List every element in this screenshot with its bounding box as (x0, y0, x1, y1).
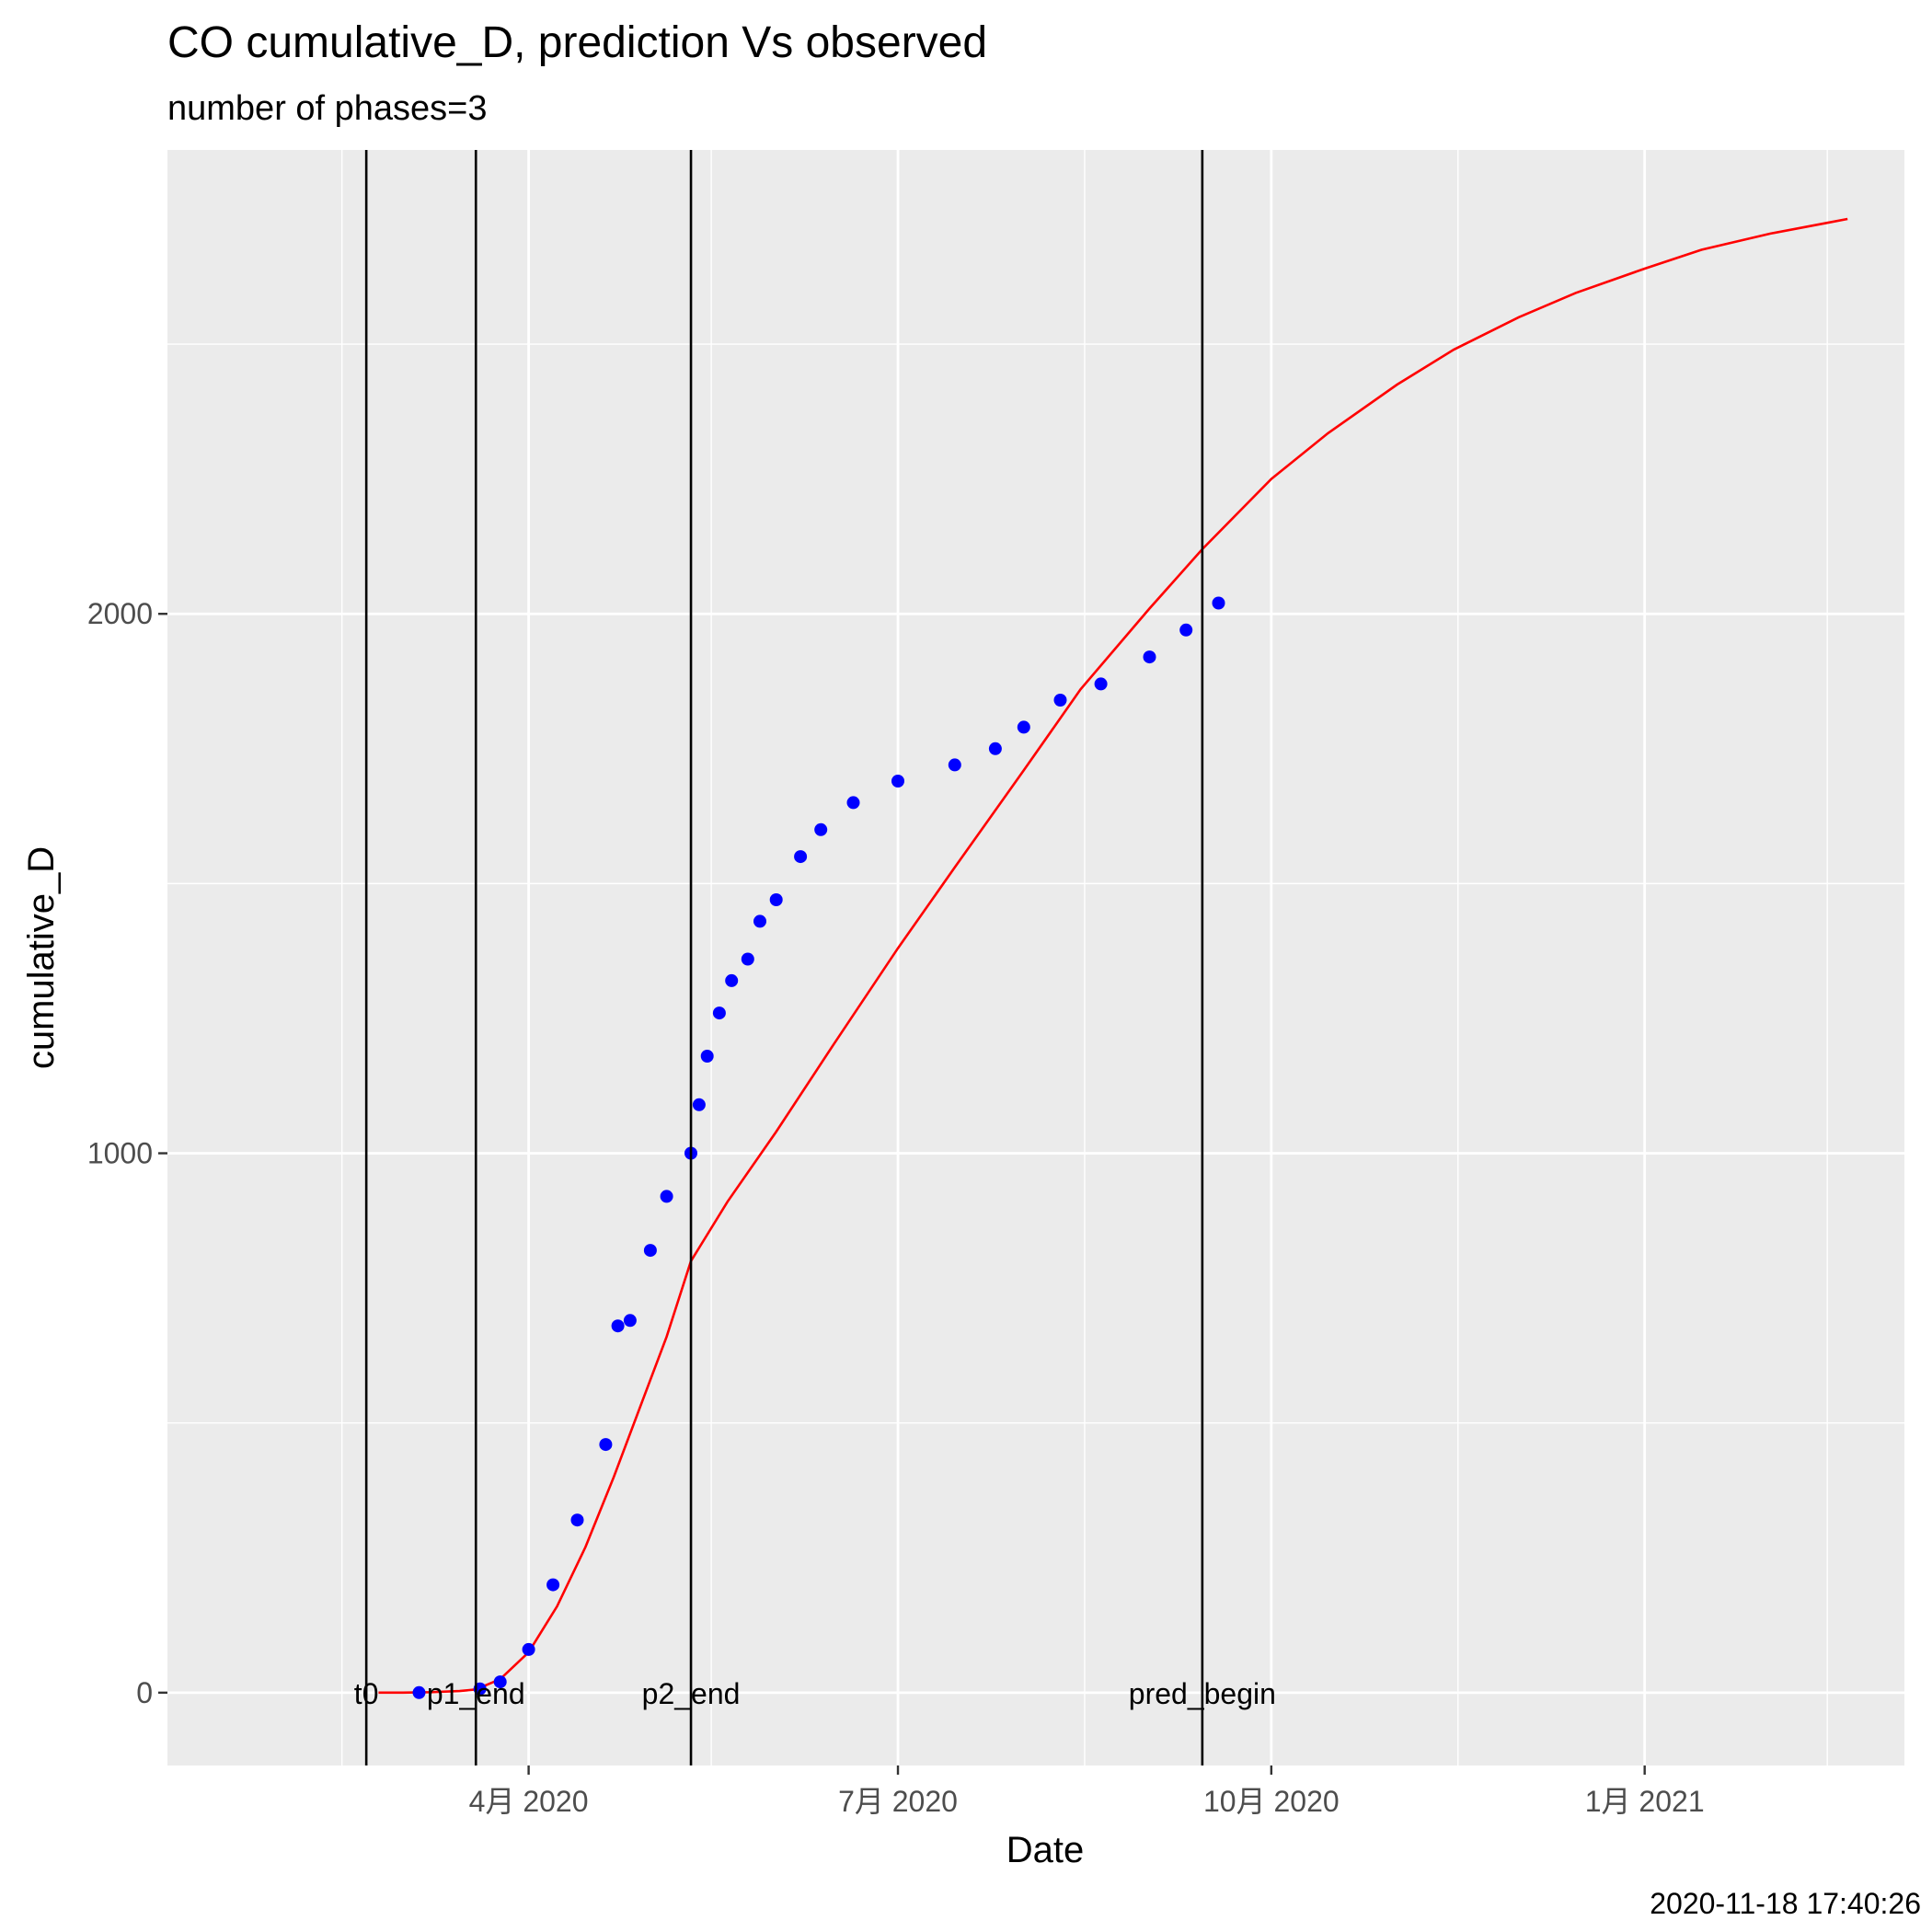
observed-layer (412, 596, 1225, 1699)
vline-label: t0 (354, 1677, 379, 1710)
prediction-line (378, 217, 1848, 1695)
x-tick-label: 4月 2020 (469, 1785, 589, 1818)
observed-point (725, 973, 739, 987)
observed-point (753, 914, 766, 928)
observed-point (1212, 596, 1225, 610)
observed-point (522, 1642, 535, 1656)
y-axis-title: cumulative_D (21, 846, 62, 1069)
observed-point (412, 1685, 426, 1699)
observed-point (846, 796, 860, 810)
plot-caption: 2020-11-18 17:40:26 (1650, 1887, 1921, 1920)
observed-point (570, 1513, 584, 1527)
observed-point (611, 1319, 625, 1333)
vline-label: p1_end (427, 1677, 525, 1710)
prediction-layer (378, 217, 1848, 1695)
observed-point (712, 1006, 726, 1020)
observed-point (1179, 623, 1193, 637)
x-tick-label: 1月 2021 (1585, 1785, 1705, 1818)
vline-label: p2_end (642, 1677, 741, 1710)
observed-point (794, 850, 808, 864)
y-tick-label: 1000 (87, 1137, 153, 1170)
x-tick-label: 10月 2020 (1203, 1785, 1340, 1818)
observed-point (493, 1675, 507, 1689)
chart-subtitle: number of phases=3 (167, 89, 488, 128)
grid-major (167, 150, 1904, 1765)
observed-point (643, 1244, 657, 1258)
observed-point (741, 952, 754, 966)
x-tick-label: 7月 2020 (838, 1785, 958, 1818)
observed-point (1094, 677, 1108, 691)
plot-panel (167, 150, 1904, 1765)
observed-point (546, 1578, 560, 1592)
observed-point (1053, 694, 1067, 707)
observed-point (623, 1314, 637, 1328)
observed-point (1143, 650, 1156, 664)
chart-title: CO cumulative_D, prediction Vs observed (167, 18, 987, 67)
observed-point (948, 758, 961, 772)
axis-layer: 4月 2020 7月 2020 10月 2020 1月 2021 0 1000 2000 (87, 597, 1705, 1818)
vline-label: pred_begin (1129, 1677, 1276, 1710)
x-axis-title: Date (1006, 1830, 1085, 1870)
observed-point (988, 742, 1002, 755)
observed-point (660, 1190, 673, 1203)
y-tick-label: 0 (136, 1676, 153, 1709)
observed-point (769, 893, 783, 906)
observed-point (700, 1050, 714, 1063)
observed-point (891, 775, 904, 788)
observed-point (692, 1098, 706, 1111)
observed-point (599, 1438, 613, 1452)
y-tick-label: 2000 (87, 597, 153, 630)
vline-layer: t0 p1_end p2_end pred_begin (354, 150, 1276, 1765)
observed-point (1017, 720, 1030, 734)
observed-point (814, 822, 828, 836)
grid-minor (167, 150, 1904, 1765)
